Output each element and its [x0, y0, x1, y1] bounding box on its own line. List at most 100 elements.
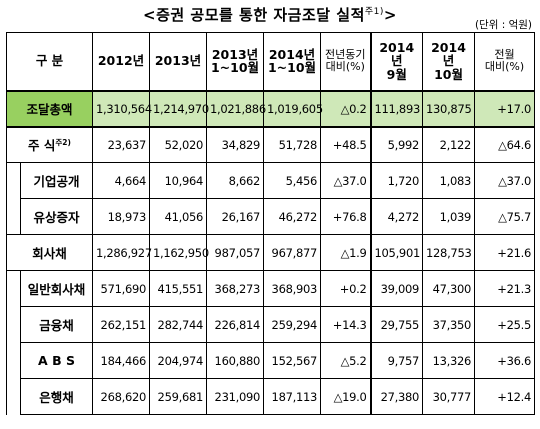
table-row-stock: 주 식주2) 23,637 52,020 34,829 51,728 +48.5…	[5, 126, 536, 163]
row-label: 은행채	[19, 378, 94, 415]
row-label: 조달총액	[5, 89, 94, 128]
cell-value: 34,829	[206, 126, 265, 163]
cell-value: △0.2	[320, 89, 372, 128]
header-oct-2014: 2014년 10월	[422, 32, 476, 91]
cell-value: 41,056	[149, 198, 208, 235]
cell-value: 105,901	[370, 234, 424, 271]
table-row-ipo: 기업공개 4,664 10,964 8,662 5,456 △37.0 1,72…	[6, 162, 536, 235]
cell-value: 30,777	[422, 378, 476, 415]
cell-value: 1,083	[422, 162, 476, 199]
cell-value: 1,019,605	[263, 89, 323, 128]
cell-value: +21.3	[474, 270, 536, 307]
table-row-rights-offering: 유상증자 18,973 41,056 26,167 46,272 +76.8 4…	[7, 198, 536, 235]
cell-value: 231,090	[206, 378, 265, 415]
cell-value: 37,350	[422, 306, 476, 343]
cell-value: △64.6	[474, 126, 536, 163]
cell-value: △5.2	[320, 342, 372, 379]
cell-value: +0.2	[320, 270, 372, 307]
cell-value: 51,728	[263, 126, 322, 163]
cell-value: +17.0	[474, 89, 536, 128]
cell-value: 27,380	[370, 378, 424, 415]
cell-value: 4,664	[92, 162, 151, 199]
title-footnote-marker: 주1)	[364, 7, 384, 17]
row-label: 일반회사채	[19, 270, 94, 307]
cell-value: +25.5	[474, 306, 536, 343]
header-yoy: 전년동기 대비(%)	[320, 32, 372, 91]
cell-value: +12.4	[474, 378, 536, 415]
table-row-corporate-bonds: 회사채 1,286,927 1,162,950 987,057 967,877 …	[5, 234, 536, 271]
cell-value: 130,875	[422, 89, 476, 128]
header-sep-2014: 2014년 9월	[370, 32, 424, 91]
cell-value: 415,551	[149, 270, 208, 307]
indent-spacer	[6, 270, 21, 415]
cell-value: 18,973	[92, 198, 151, 235]
cell-value: +21.6	[474, 234, 536, 271]
table-row-general-corporate: 일반회사채 571,690 415,551 368,273 368,903 +0…	[6, 270, 536, 415]
row-label: 주 식주2)	[5, 126, 94, 163]
row-label: 금융채	[19, 306, 94, 343]
cell-value: 47,300	[422, 270, 476, 307]
cell-value: 5,992	[370, 126, 424, 163]
cell-value: 26,167	[206, 198, 265, 235]
cell-value: 987,057	[206, 234, 265, 271]
cell-value: 52,020	[149, 126, 208, 163]
cell-value: 46,272	[263, 198, 322, 235]
cell-value: 152,567	[263, 342, 322, 379]
cell-value: 1,214,970	[149, 89, 209, 128]
cell-value: △37.0	[320, 162, 372, 199]
cell-value: △75.7	[474, 198, 536, 235]
cell-value: +14.3	[320, 306, 372, 343]
header-2014-ytd: 2014년 1~10월	[263, 32, 322, 91]
row-label: 유상증자	[19, 198, 94, 235]
row-label: 회사채	[5, 234, 94, 271]
cell-value: 1,310,564	[92, 89, 152, 128]
table-row-financial-bonds: 금융채 262,151 282,744 226,814 259,294 +14.…	[7, 306, 536, 343]
header-row: 구 분 2012년 2013년 2013년 1~10월 2014년 1~10월 전년…	[5, 32, 536, 91]
cell-value: 2,122	[422, 126, 476, 163]
cell-value: 128,753	[422, 234, 476, 271]
cell-value: 23,637	[92, 126, 151, 163]
table-row-bank-bonds: 은행채 268,620 259,681 231,090 187,113 △19.…	[7, 378, 536, 415]
row-label: 기업공개	[19, 162, 94, 199]
table-row-abs: A B S 184,466 204,974 160,880 152,567 △5…	[7, 342, 536, 379]
cell-value: 5,456	[263, 162, 322, 199]
header-2012: 2012년	[92, 32, 151, 91]
cell-value: 39,009	[370, 270, 424, 307]
cell-value: 368,903	[263, 270, 322, 307]
cell-value: 8,662	[206, 162, 265, 199]
cell-value: 282,744	[149, 306, 208, 343]
cell-value: 204,974	[149, 342, 208, 379]
unit-label: (단위 : 억원)	[474, 19, 532, 31]
table-row-total: 조달총액 1,310,564 1,214,970 1,021,886 1,019…	[5, 89, 536, 128]
cell-value: 1,039	[422, 198, 476, 235]
cell-value: +48.5	[320, 126, 372, 163]
cell-value: 1,286,927	[92, 234, 152, 271]
cell-value: 9,757	[370, 342, 424, 379]
header-2013-ytd: 2013년 1~10월	[206, 32, 265, 91]
cell-value: 259,294	[263, 306, 322, 343]
cell-value: 111,893	[370, 89, 424, 128]
cell-value: 259,681	[149, 378, 208, 415]
cell-value: 187,113	[263, 378, 322, 415]
cell-value: 29,755	[370, 306, 424, 343]
cell-value: 1,021,886	[206, 89, 266, 128]
cell-value: 4,272	[370, 198, 424, 235]
cell-value: +36.6	[474, 342, 536, 379]
cell-value: 226,814	[206, 306, 265, 343]
header-mom: 전월 대비(%)	[474, 32, 536, 91]
cell-value: 10,964	[149, 162, 208, 199]
cell-value: 13,326	[422, 342, 476, 379]
cell-value: 268,620	[92, 378, 151, 415]
indent-spacer	[6, 162, 21, 235]
cell-value: 1,720	[370, 162, 424, 199]
cell-value: 571,690	[92, 270, 151, 307]
cell-value: 368,273	[206, 270, 265, 307]
cell-value: △19.0	[320, 378, 372, 415]
table-title: <증권 공모를 통한 자금조달 실적주1)>	[143, 6, 397, 24]
row-label: A B S	[19, 342, 94, 379]
cell-value: △37.0	[474, 162, 536, 199]
header-2013: 2013년	[149, 32, 208, 91]
cell-value: 967,877	[263, 234, 322, 271]
cell-value: △1.9	[320, 234, 372, 271]
cell-value: 160,880	[206, 342, 265, 379]
